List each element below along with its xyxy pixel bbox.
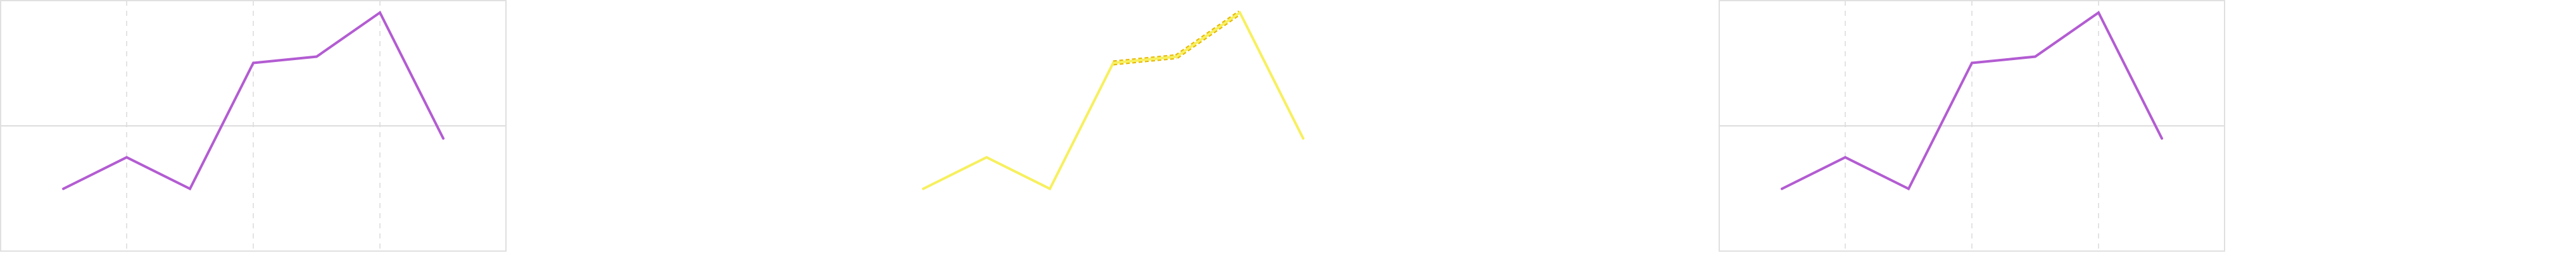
- data-point: [1908, 188, 1910, 190]
- data-point: [2035, 56, 2036, 58]
- data-point: [63, 188, 65, 190]
- data-point: [189, 188, 191, 190]
- data-point: [126, 156, 128, 158]
- chart-panel-3: [1719, 0, 2225, 252]
- data-point: [1176, 56, 1178, 58]
- data-point: [1845, 156, 1847, 158]
- plot-border: [1719, 0, 2225, 252]
- data-point: [986, 156, 988, 158]
- data-point: [1113, 62, 1114, 64]
- data-point: [379, 11, 381, 13]
- data-point: [1049, 188, 1051, 190]
- data-point: [443, 137, 445, 139]
- chart-panel-1: [0, 0, 507, 252]
- series-line: [62, 10, 445, 191]
- data-point: [2161, 137, 2163, 139]
- series-line: [922, 10, 1304, 191]
- data-point: [1781, 188, 1783, 190]
- data-point: [253, 62, 255, 64]
- data-point: [2098, 11, 2100, 13]
- plot-border: [0, 0, 507, 252]
- data-point: [923, 188, 925, 190]
- series-line: [1781, 10, 2163, 191]
- data-point: [316, 56, 318, 58]
- chart-panel-2: [922, 10, 1304, 191]
- data-point: [1239, 11, 1241, 13]
- data-point: [1971, 62, 1973, 64]
- data-point: [1303, 137, 1304, 139]
